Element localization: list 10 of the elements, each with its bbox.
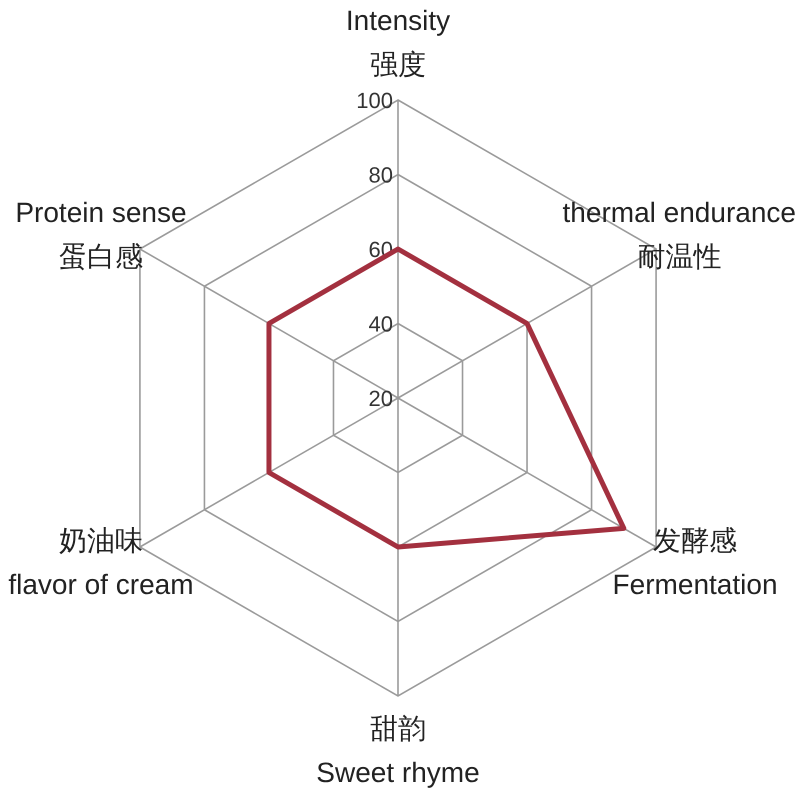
y-tick-label: 100 <box>356 88 393 113</box>
spoke-label: Intensity 强度 <box>346 5 450 80</box>
y-tick-label: 80 <box>368 162 393 188</box>
spoke-label: 奶油味 flavor of cream <box>8 525 194 600</box>
y-tick-label: 40 <box>368 312 393 336</box>
spoke-label: thermal endurance 耐温性 <box>562 197 796 272</box>
spoke-label: 发酵感 Fermentation <box>612 525 778 600</box>
y-tick-label: 20 <box>368 386 393 411</box>
spoke-label: 甜韵 Sweet rhyme <box>316 713 480 788</box>
spoke-label: Protein sense 蛋白感 <box>15 197 187 272</box>
